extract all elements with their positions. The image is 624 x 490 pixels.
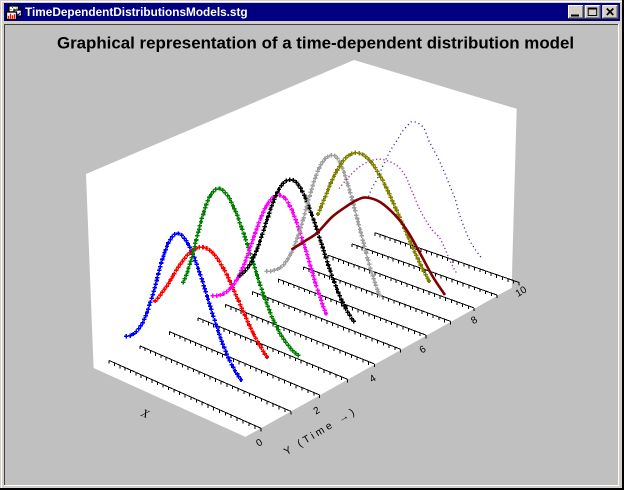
svg-text:2: 2	[312, 405, 323, 418]
svg-text:4: 4	[368, 373, 379, 386]
svg-text:6: 6	[418, 344, 429, 357]
svg-text:10: 10	[514, 284, 530, 299]
svg-text:0: 0	[254, 437, 265, 450]
svg-text:TimeDependentDistributionsMode: TimeDependentDistributionsModels.stg	[25, 5, 248, 19]
svg-text:Graphical representation of a: Graphical representation of a time-depen…	[57, 34, 574, 53]
svg-text:8: 8	[469, 314, 480, 327]
